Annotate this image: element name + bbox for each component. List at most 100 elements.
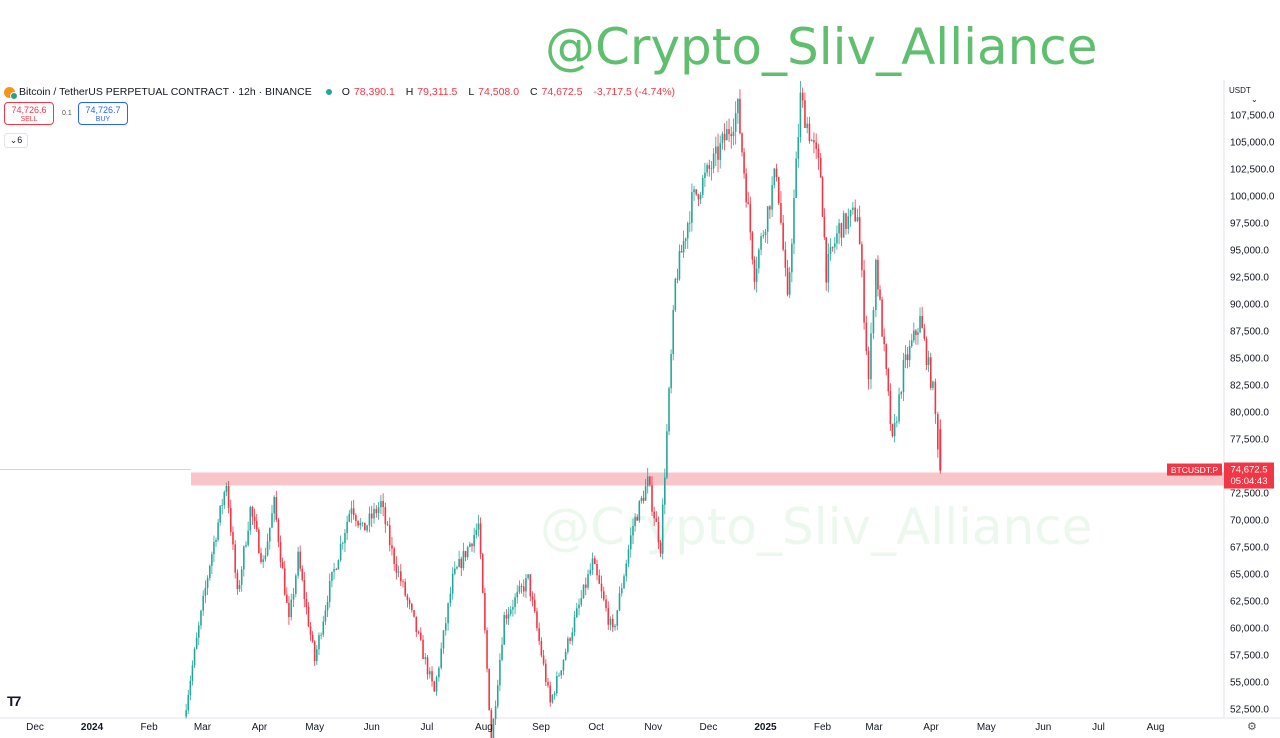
settings-icon[interactable]: ⚙ xyxy=(1247,721,1257,733)
candle xyxy=(290,593,293,621)
candle xyxy=(904,345,907,369)
candle xyxy=(889,383,892,431)
candle xyxy=(505,609,508,625)
support-zone xyxy=(191,472,1224,486)
candle xyxy=(344,528,346,553)
candle xyxy=(384,502,387,533)
candle xyxy=(793,189,795,255)
candle xyxy=(596,559,598,581)
sell-price: 74,726.6 xyxy=(11,105,47,115)
candle xyxy=(522,579,525,597)
candle xyxy=(780,190,782,225)
candle xyxy=(391,536,393,556)
candle xyxy=(883,328,885,352)
chevron-down-icon: ⌄ xyxy=(1251,95,1258,104)
currency-selector[interactable]: USDT ⌄ xyxy=(1229,86,1280,104)
x-tick-label: May xyxy=(305,722,324,733)
candle xyxy=(569,636,571,645)
candle xyxy=(326,595,329,618)
candle xyxy=(831,246,834,252)
candle xyxy=(858,205,861,245)
indicators-toggle-button[interactable]: ⌄6 xyxy=(4,133,28,148)
candle xyxy=(795,151,797,199)
candle xyxy=(760,232,762,256)
candle xyxy=(516,585,519,604)
candle xyxy=(618,586,621,612)
y-tick-label: 72,500.0 xyxy=(1230,489,1269,500)
candle xyxy=(191,660,194,686)
candle xyxy=(415,616,418,638)
candle xyxy=(260,547,262,565)
symbol-header[interactable]: Bitcoin / TetherUS PERPETUAL CONTRACT · … xyxy=(4,84,679,100)
y-tick-label: 105,000.0 xyxy=(1230,138,1275,149)
candle xyxy=(578,598,580,616)
candle xyxy=(503,611,505,646)
candle xyxy=(629,527,632,558)
candle xyxy=(845,212,847,235)
candle xyxy=(328,573,331,608)
candle xyxy=(413,610,415,618)
candle xyxy=(303,571,306,608)
candle xyxy=(813,132,815,154)
buy-button[interactable]: 74,726.7 BUY xyxy=(78,102,128,125)
candle xyxy=(829,238,832,261)
symbol-title[interactable]: Bitcoin / TetherUS PERPETUAL CONTRACT · … xyxy=(19,86,312,98)
candle xyxy=(706,162,708,177)
candle xyxy=(627,544,630,568)
candle xyxy=(458,550,460,568)
x-tick-label: Mar xyxy=(194,722,212,733)
y-tick-label: 107,500.0 xyxy=(1230,111,1275,122)
candle xyxy=(755,256,758,293)
candle xyxy=(499,653,501,692)
y-tick-label: 90,000.0 xyxy=(1230,300,1269,311)
candle xyxy=(762,230,765,239)
candle xyxy=(348,510,351,523)
candle xyxy=(213,535,215,562)
candle xyxy=(305,592,308,615)
candle xyxy=(769,204,771,219)
candle xyxy=(307,602,310,628)
candle xyxy=(600,575,603,599)
candle xyxy=(454,561,456,576)
candle xyxy=(520,583,523,594)
candle xyxy=(456,565,458,570)
candle xyxy=(251,505,254,526)
sell-button[interactable]: 74,726.6 SELL xyxy=(4,102,54,125)
candle xyxy=(447,602,449,631)
candle xyxy=(680,244,683,253)
candle xyxy=(255,514,258,533)
candle xyxy=(929,352,932,391)
candle xyxy=(262,555,264,568)
candle xyxy=(204,580,207,604)
candle xyxy=(799,80,802,143)
candle xyxy=(732,118,735,146)
candle xyxy=(573,610,576,637)
candle xyxy=(849,209,852,227)
candle xyxy=(771,176,773,218)
candle xyxy=(571,627,574,646)
candle xyxy=(556,671,558,697)
low-value: 74,508.0 xyxy=(478,86,520,98)
candle xyxy=(249,505,252,535)
x-tick-label: Sep xyxy=(532,722,550,733)
candle xyxy=(863,259,865,330)
candle xyxy=(339,535,342,562)
y-tick-label: 57,500.0 xyxy=(1230,651,1269,662)
bitcoin-icon xyxy=(4,86,18,100)
candle xyxy=(651,476,653,517)
y-tick-label: 87,500.0 xyxy=(1230,327,1269,338)
candle xyxy=(825,236,827,291)
candle xyxy=(469,541,471,548)
candle xyxy=(708,159,711,177)
candle xyxy=(449,586,452,607)
y-tick-label: 97,500.0 xyxy=(1230,219,1269,230)
y-tick-label: 77,500.0 xyxy=(1230,435,1269,446)
candle xyxy=(462,542,465,571)
candle xyxy=(865,315,868,356)
candle xyxy=(227,481,230,514)
candle xyxy=(589,563,592,576)
candle xyxy=(540,637,543,658)
candle xyxy=(697,193,700,207)
candle xyxy=(225,482,228,497)
